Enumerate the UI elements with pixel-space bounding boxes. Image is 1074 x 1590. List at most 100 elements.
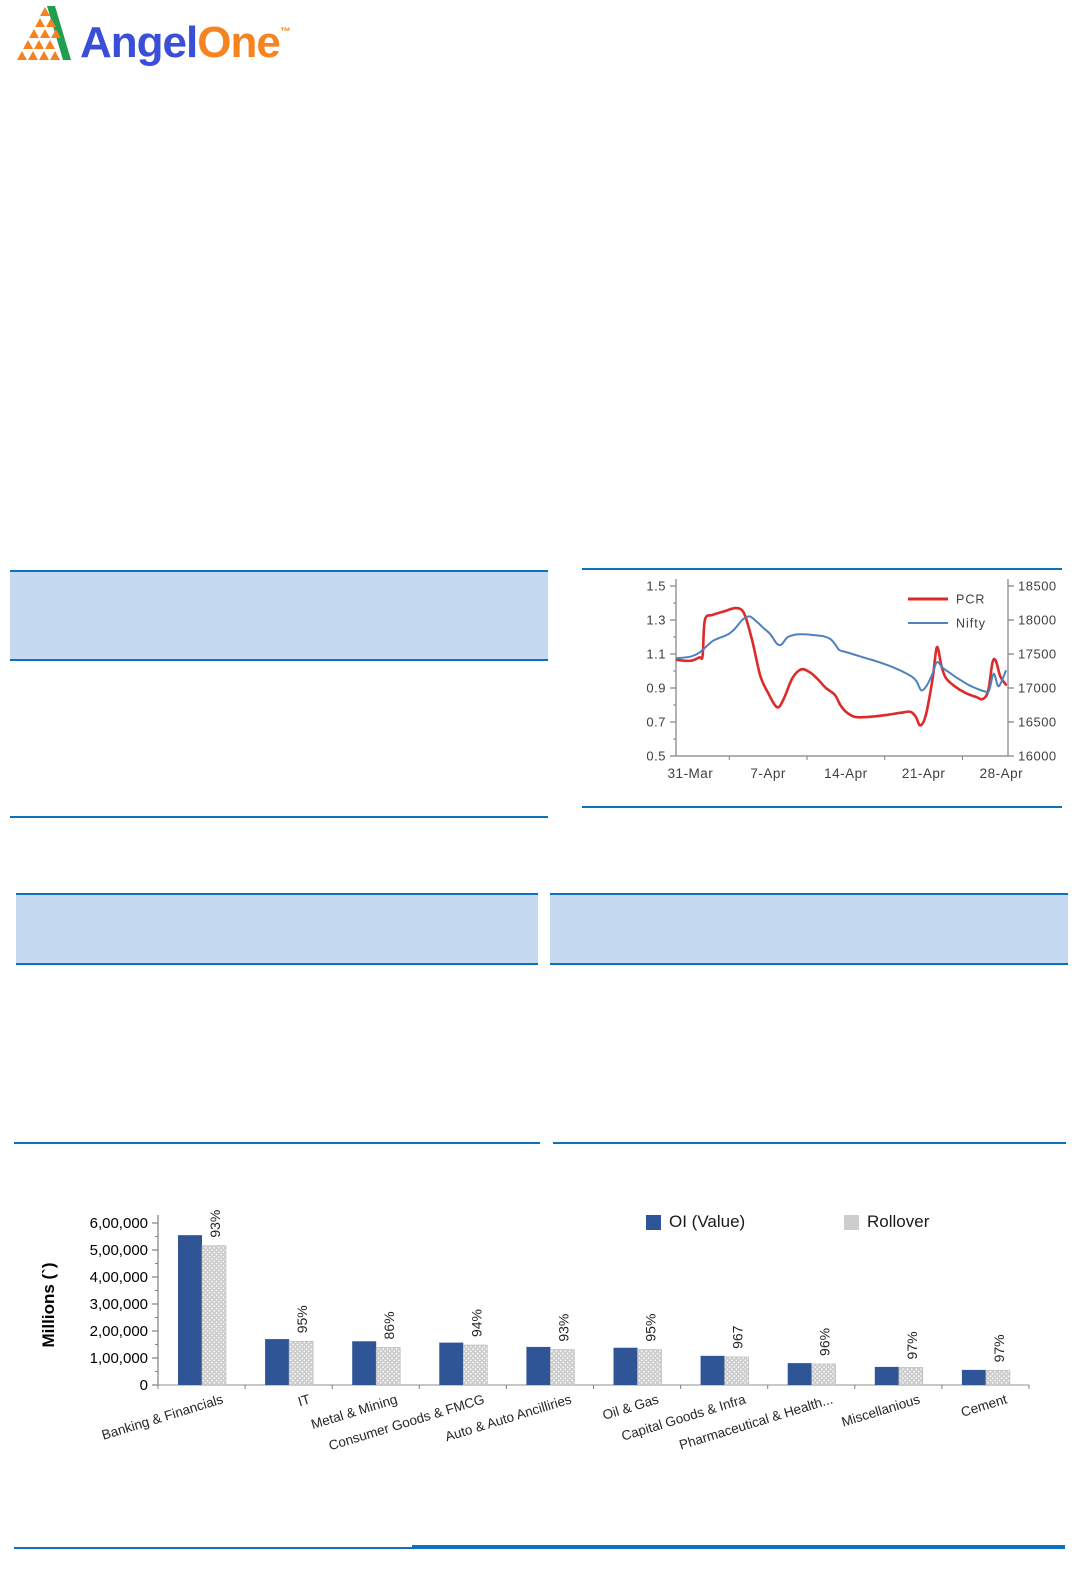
bar-legend-rollover: Rollover	[844, 1212, 929, 1232]
footer-rule-thick	[412, 1545, 1065, 1549]
logo-word-angel: Angel	[80, 18, 198, 67]
svg-text:95%: 95%	[294, 1305, 310, 1333]
rollover-bar-7	[811, 1363, 837, 1386]
svg-text:31-Mar: 31-Mar	[668, 766, 714, 781]
rollover-bar-1	[288, 1340, 314, 1386]
svg-text:1.1: 1.1	[646, 647, 666, 662]
oi-value-swatch	[646, 1214, 661, 1230]
svg-text:0.9: 0.9	[646, 681, 666, 696]
rollover-bar-0	[201, 1245, 227, 1386]
svg-text:97%: 97%	[904, 1331, 920, 1359]
oi-bar-9	[961, 1369, 986, 1385]
divider-rule-right	[553, 1142, 1066, 1144]
svg-text:7-Apr: 7-Apr	[750, 766, 786, 781]
svg-text:96%: 96%	[817, 1328, 833, 1356]
oi-bar-8	[874, 1366, 899, 1385]
svg-text:967: 967	[730, 1325, 746, 1349]
svg-text:3,00,000: 3,00,000	[90, 1296, 148, 1313]
sector-rollover-bar-chart: 0 1,00,000 2,00,000 3,00,000 4,00,000 5,00,00…	[40, 1210, 1030, 1453]
rollover-bar-8	[898, 1367, 924, 1386]
logo-word-one: One	[197, 18, 281, 67]
chart-panel-bottom-rule	[582, 806, 1062, 808]
rollover-bar-5	[637, 1349, 662, 1386]
series-line-pcr	[675, 606, 1008, 727]
svg-text:Nifty: Nifty	[956, 617, 986, 631]
svg-text:97%: 97%	[991, 1334, 1007, 1362]
angelone-logo-icon	[10, 4, 72, 67]
svg-text:Pharmaceutical & Health...: Pharmaceutical & Health...	[677, 1392, 834, 1453]
svg-text:95%: 95%	[643, 1314, 659, 1342]
rollover-bar-9	[985, 1370, 1011, 1386]
svg-text:1.5: 1.5	[646, 579, 666, 594]
section-banner-left	[16, 893, 538, 965]
svg-text:IT: IT	[296, 1392, 312, 1410]
pcr-left-axis-ticks: 0.5 0.7 0.9 1.1 1.3 1.5	[646, 579, 676, 764]
footer-rule-thin	[14, 1547, 412, 1549]
section-banner-right	[550, 893, 1068, 965]
svg-text:0.7: 0.7	[646, 715, 666, 730]
nifty-right-axis-ticks: 16000 16500 17000 17500 18000 18500	[1008, 579, 1057, 764]
pcr-nifty-line-chart: 0.5 0.7 0.9 1.1 1.3 1.5 16000 16500 17000 17500 18…	[646, 579, 1057, 782]
svg-text:Banking & Financials: Banking & Financials	[100, 1391, 225, 1442]
svg-text:18500: 18500	[1018, 579, 1057, 594]
svg-text:0.5: 0.5	[646, 749, 666, 764]
oi-bar-1	[265, 1339, 290, 1385]
logo-tm-mark: ™	[279, 26, 291, 38]
pcr-chart-legend: PCR Nifty	[908, 593, 986, 631]
svg-text:1.3: 1.3	[646, 613, 666, 628]
svg-text:Oil & Gas: Oil & Gas	[601, 1391, 661, 1422]
svg-text:5,00,000: 5,00,000	[90, 1242, 148, 1259]
svg-text:Miscellanious: Miscellanious	[840, 1391, 922, 1429]
oi-bar-6	[700, 1355, 725, 1385]
bar-chart-y-ticks: 0 1,00,000 2,00,000 3,00,000 4,00,000 5,00,00…	[90, 1215, 158, 1394]
rollover-bar-4	[550, 1349, 575, 1386]
chart-panel-top-rule	[582, 568, 1062, 570]
bar-chart-y-axis-title: Millions (`)	[40, 1263, 58, 1348]
logo-triangle-grid	[17, 7, 61, 60]
svg-text:21-Apr: 21-Apr	[902, 766, 946, 781]
rollover-bar-3	[462, 1344, 488, 1386]
svg-text:1,00,000: 1,00,000	[90, 1350, 148, 1367]
oi-bar-4	[526, 1346, 551, 1385]
svg-text:17000: 17000	[1018, 681, 1057, 696]
svg-text:16500: 16500	[1018, 715, 1057, 730]
svg-text:Consumer Goods & FMCG: Consumer Goods & FMCG	[327, 1392, 486, 1454]
oi-bar-2	[352, 1341, 377, 1385]
svg-text:93%: 93%	[555, 1314, 571, 1342]
bar-legend-oi-value: OI (Value)	[646, 1212, 745, 1232]
svg-text:4,00,000: 4,00,000	[90, 1269, 148, 1286]
oi-bar-3	[439, 1342, 464, 1385]
oi-bar-7	[787, 1363, 812, 1385]
oi-value-label: OI (Value)	[669, 1212, 746, 1231]
svg-text:94%: 94%	[468, 1309, 484, 1337]
series-line-nifty	[676, 615, 1007, 694]
svg-text:PCR: PCR	[956, 593, 985, 607]
rollover-bar-2	[375, 1347, 401, 1386]
logo-wordmark: AngelOne™	[80, 4, 291, 71]
rollover-swatch	[844, 1214, 859, 1230]
header-banner-left	[10, 570, 548, 661]
oi-bar-5	[613, 1347, 638, 1385]
oi-bar-0	[178, 1235, 202, 1385]
bar-chart-value-labels: 93% 95% 86% 94% 93% 95% 967 96% 97% 97%	[207, 1210, 1007, 1363]
svg-text:28-Apr: 28-Apr	[980, 766, 1024, 781]
svg-text:2,00,000: 2,00,000	[90, 1323, 148, 1340]
svg-text:18000: 18000	[1018, 613, 1057, 628]
bar-chart-bars	[178, 1235, 1011, 1386]
svg-text:93%: 93%	[207, 1210, 223, 1238]
svg-text:6,00,000: 6,00,000	[90, 1215, 148, 1232]
svg-text:17500: 17500	[1018, 647, 1057, 662]
svg-text:16000: 16000	[1018, 749, 1057, 764]
pcr-chart-axes	[675, 579, 1009, 757]
divider-rule-left	[14, 1142, 540, 1144]
angelone-logo: AngelOne™	[10, 4, 291, 71]
svg-text:14-Apr: 14-Apr	[824, 766, 868, 781]
svg-text:86%: 86%	[381, 1311, 397, 1339]
logo-green-band	[47, 6, 71, 60]
svg-text:Cement: Cement	[959, 1391, 1009, 1419]
svg-text:0: 0	[140, 1377, 148, 1394]
pcr-x-axis-ticks: 31-Mar 7-Apr 14-Apr 21-Apr 28-Apr	[668, 756, 1024, 781]
left-column-rule	[10, 816, 548, 818]
